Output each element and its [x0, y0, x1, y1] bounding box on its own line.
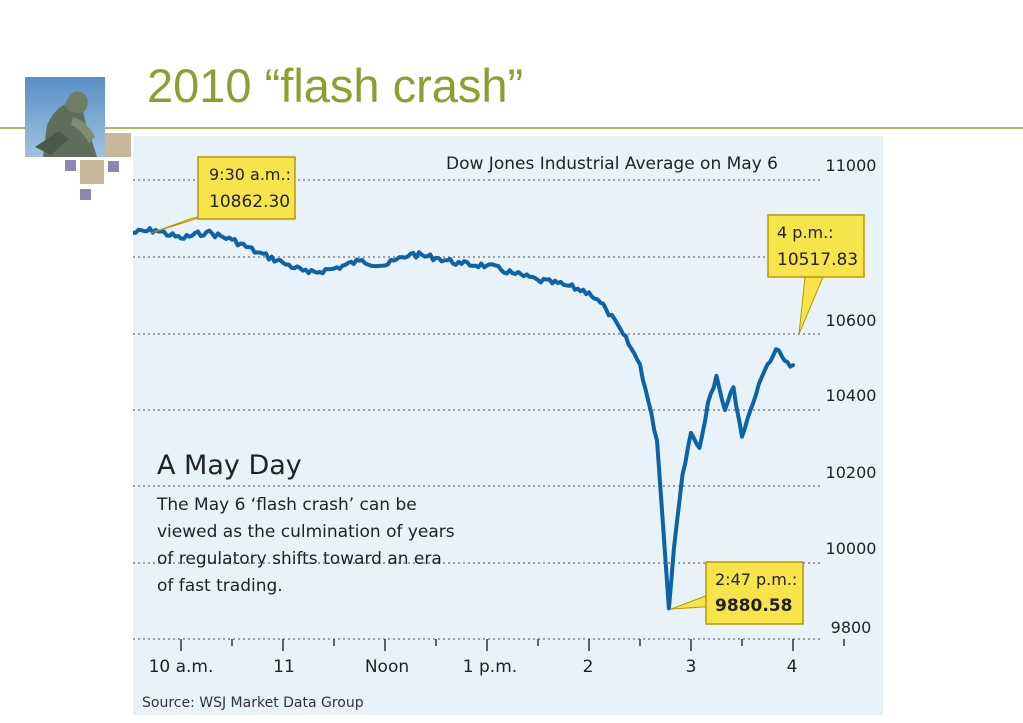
- annotation-line: of regulatory shifts toward an era: [157, 549, 442, 569]
- slide-title: 2010 “flash crash”: [147, 59, 524, 112]
- y-tick-label: 9800: [831, 618, 872, 637]
- chart-source: Source: WSJ Market Data Group: [142, 695, 364, 711]
- x-tick-label: 3: [686, 657, 697, 677]
- x-tick-label: 4: [787, 657, 798, 677]
- callout-close: 4 p.m.: 10517.83: [767, 214, 865, 335]
- x-tick-label: 10 a.m.: [149, 657, 214, 677]
- callout-time: 4 p.m.:: [777, 223, 834, 242]
- decor-square: [65, 160, 76, 171]
- callout-value: 10517.83: [777, 250, 858, 270]
- y-tick-label: 11000: [826, 156, 877, 175]
- annotation-heading: A May Day: [157, 450, 302, 481]
- decor-square: [80, 189, 91, 200]
- annotation-line: The May 6 ‘flash crash’ can be: [156, 495, 417, 515]
- dow-jones-chart: Dow Jones Industrial Average on May 6 11…: [133, 154, 877, 711]
- callout-low: 2:47 p.m.: 9880.58: [670, 561, 804, 625]
- decor-square: [105, 133, 131, 157]
- decor-square: [80, 160, 104, 184]
- x-tick-label: 2: [583, 657, 594, 677]
- annotation-line: viewed as the culmination of years: [157, 522, 455, 542]
- callout-time: 9:30 a.m.:: [209, 165, 291, 184]
- x-tick-label: Noon: [365, 657, 409, 677]
- title-divider: [0, 127, 1023, 129]
- gridlines: [133, 179, 823, 640]
- y-tick-label: 10200: [826, 463, 877, 482]
- y-tick-label: 10400: [826, 386, 877, 405]
- y-tick-label: 10000: [826, 539, 877, 558]
- decor-square: [108, 161, 119, 172]
- chart-title: Dow Jones Industrial Average on May 6: [446, 154, 778, 174]
- chart-panel: Dow Jones Industrial Average on May 6 11…: [133, 136, 883, 715]
- x-tick-label: 1 p.m.: [463, 657, 517, 677]
- callout-value: 9880.58: [715, 596, 792, 616]
- annotation-line: of fast trading.: [157, 576, 283, 596]
- callout-value: 10862.30: [209, 192, 290, 212]
- callout-time: 2:47 p.m.:: [715, 570, 797, 589]
- x-tick-label: 11: [273, 657, 295, 677]
- callout-open: 9:30 a.m.: 10862.30: [150, 156, 296, 234]
- statue-photo-icon: [25, 77, 105, 157]
- dow-series-line: [133, 226, 795, 611]
- y-tick-label: 10600: [826, 311, 877, 330]
